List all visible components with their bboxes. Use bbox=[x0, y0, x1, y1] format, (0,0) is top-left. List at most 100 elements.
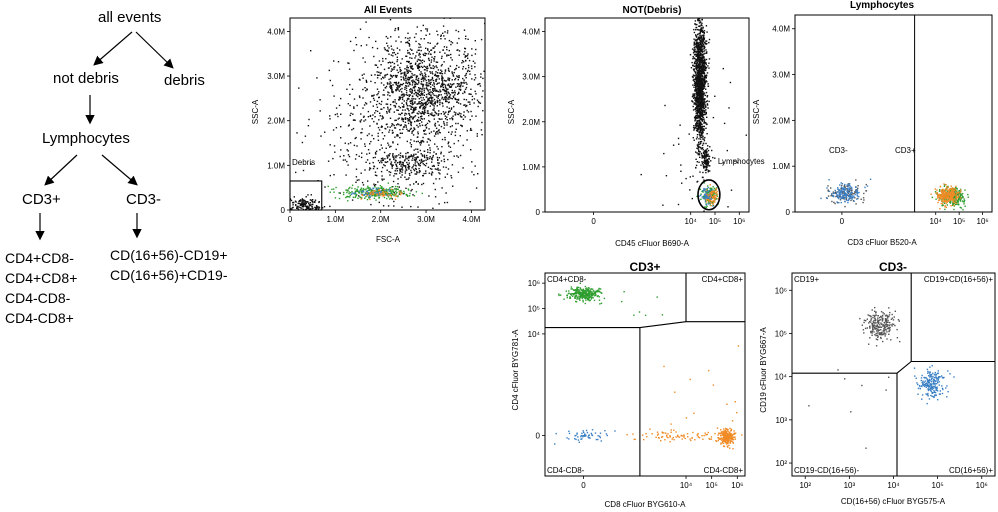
event-dot bbox=[396, 135, 398, 137]
event-dot bbox=[425, 53, 427, 55]
event-dot bbox=[696, 93, 699, 96]
event-dot bbox=[418, 101, 420, 103]
event-dot bbox=[439, 101, 441, 104]
event-dot bbox=[347, 164, 349, 166]
y-tick-label: 3.0M bbox=[267, 72, 285, 81]
event-dot bbox=[960, 194, 962, 197]
event-dot bbox=[864, 186, 866, 189]
event-dot bbox=[442, 105, 444, 107]
event-dot bbox=[303, 203, 305, 205]
event-dot bbox=[418, 167, 420, 170]
event-dot bbox=[453, 71, 455, 74]
event-dot bbox=[415, 33, 417, 35]
event-dot bbox=[709, 199, 712, 201]
event-dot bbox=[713, 191, 715, 193]
event-dot bbox=[360, 172, 362, 174]
event-dot bbox=[464, 56, 466, 58]
event-dot bbox=[433, 98, 436, 101]
event-dot bbox=[373, 192, 375, 194]
event-dot bbox=[394, 74, 397, 77]
event-dot bbox=[421, 88, 423, 90]
event-dot bbox=[441, 118, 443, 120]
event-dot bbox=[404, 75, 407, 77]
event-dot bbox=[463, 114, 465, 116]
event-dot bbox=[417, 148, 419, 150]
event-dot bbox=[377, 66, 379, 69]
event-dot bbox=[392, 84, 394, 86]
event-dot bbox=[359, 120, 361, 122]
event-dot bbox=[430, 91, 432, 93]
event-dot bbox=[706, 190, 708, 193]
event-dot bbox=[486, 87, 487, 88]
event-dot bbox=[702, 176, 704, 179]
event-dot bbox=[699, 138, 702, 140]
event-dot bbox=[297, 205, 299, 207]
event-dot bbox=[701, 30, 703, 32]
event-dot bbox=[702, 95, 704, 98]
event-dot bbox=[450, 97, 452, 100]
event-dot bbox=[704, 136, 706, 139]
event-dot bbox=[306, 207, 308, 209]
event-dot bbox=[703, 166, 705, 168]
event-dot bbox=[486, 115, 487, 116]
event-dot bbox=[703, 157, 705, 159]
event-dot bbox=[440, 85, 442, 87]
event-dot bbox=[487, 158, 488, 159]
event-dot bbox=[378, 190, 381, 192]
event-dot bbox=[295, 201, 297, 203]
event-dot bbox=[449, 126, 452, 128]
event-dot bbox=[717, 198, 719, 200]
population-lymph-orange bbox=[360, 188, 403, 201]
event-dot bbox=[383, 193, 385, 196]
event-dot bbox=[456, 83, 459, 85]
event-dot bbox=[421, 161, 423, 163]
event-dot bbox=[949, 202, 952, 204]
event-dot bbox=[410, 127, 412, 130]
event-dot bbox=[464, 48, 467, 50]
event-dot bbox=[383, 164, 385, 166]
event-dot bbox=[349, 40, 352, 43]
event-dot bbox=[392, 123, 394, 126]
event-dot bbox=[705, 66, 708, 69]
event-dot bbox=[419, 59, 421, 61]
event-dot bbox=[854, 190, 857, 192]
event-dot bbox=[389, 86, 391, 88]
event-dot bbox=[293, 196, 295, 198]
event-dot bbox=[396, 195, 398, 197]
event-dot bbox=[408, 39, 410, 42]
event-dot bbox=[707, 164, 709, 166]
event-dot bbox=[392, 141, 394, 143]
event-dot bbox=[850, 195, 853, 197]
event-dot bbox=[428, 172, 430, 174]
event-dot bbox=[701, 78, 704, 80]
event-dot bbox=[473, 98, 476, 100]
event-dot bbox=[410, 67, 412, 69]
event-dot bbox=[431, 91, 433, 94]
event-dot bbox=[333, 174, 335, 176]
event-dot bbox=[392, 191, 395, 193]
y-tick-label: 3.0M bbox=[772, 71, 790, 80]
event-dot bbox=[507, 98, 508, 99]
event-dot bbox=[384, 158, 386, 160]
event-dot bbox=[367, 116, 370, 118]
event-dot bbox=[696, 53, 699, 55]
event-dot bbox=[705, 77, 707, 79]
event-dot bbox=[836, 192, 838, 194]
event-dot bbox=[698, 138, 700, 140]
event-dot bbox=[447, 69, 450, 71]
event-dot bbox=[369, 115, 372, 117]
event-dot bbox=[441, 76, 443, 78]
event-dot bbox=[349, 104, 351, 107]
event-dot bbox=[384, 190, 386, 192]
event-dot bbox=[523, 51, 524, 52]
event-dot bbox=[698, 141, 700, 143]
event-dot bbox=[702, 103, 704, 105]
event-dot bbox=[392, 189, 394, 191]
event-dot bbox=[409, 89, 411, 91]
event-dot bbox=[471, 98, 473, 101]
event-dot bbox=[388, 78, 390, 81]
event-dot bbox=[410, 171, 413, 174]
event-dot bbox=[413, 89, 416, 92]
event-dot bbox=[469, 201, 471, 203]
event-dot bbox=[368, 36, 370, 39]
